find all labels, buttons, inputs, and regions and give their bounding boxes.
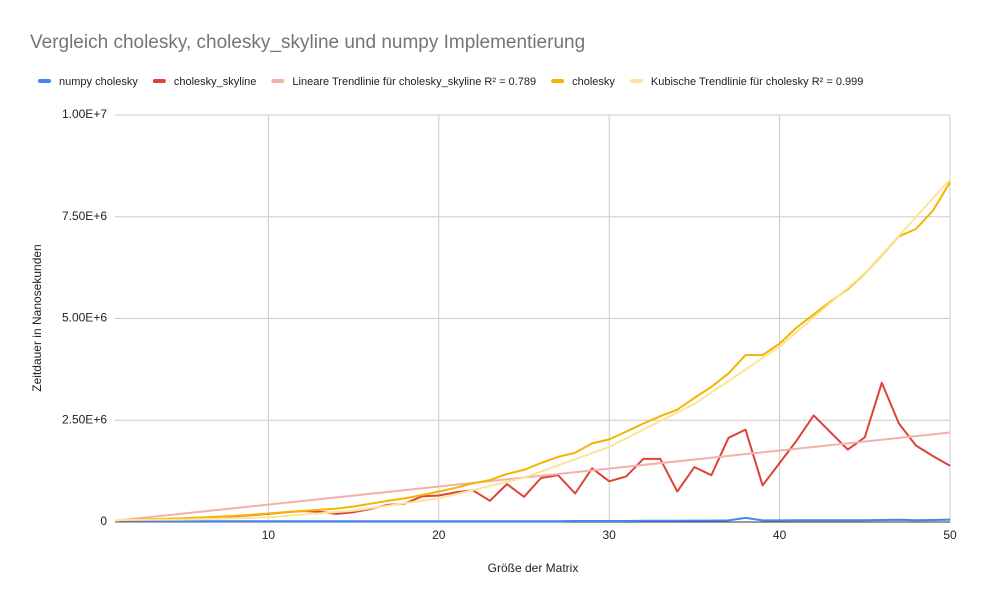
legend-label: cholesky [572, 76, 615, 88]
x-axis-title: Größe der Matrix [488, 561, 579, 575]
y-tick-label: 1.00E+7 [62, 107, 107, 121]
x-tick-label: 20 [432, 528, 446, 542]
series-line [114, 381, 951, 522]
x-tick-label: 50 [943, 528, 957, 542]
legend-label: Lineare Trendlinie für cholesky_skyline … [292, 76, 536, 88]
x-tick-label: 40 [773, 528, 787, 542]
y-tick-label: 7.50E+6 [62, 209, 107, 223]
x-tick-label: 30 [603, 528, 617, 542]
y-tick-label: 2.50E+6 [62, 412, 107, 426]
series-line [114, 181, 951, 521]
legend-swatch [551, 79, 565, 83]
legend-swatch [629, 79, 643, 83]
legend-label: numpy cholesky [59, 76, 138, 88]
legend-swatch [38, 79, 51, 83]
chart-title: Vergleich cholesky, cholesky_skyline und… [30, 32, 585, 53]
series-line [114, 178, 951, 521]
series-line [114, 431, 951, 522]
y-axis-title: Zeitdauer in Nanosekunden [30, 244, 44, 391]
legend-label: cholesky_skyline [174, 76, 257, 88]
x-tick-label: 10 [262, 528, 276, 542]
y-tick-label: 0 [100, 514, 107, 528]
y-tick-label: 5.00E+6 [62, 311, 107, 325]
legend-swatch [271, 79, 285, 83]
legend-swatch [152, 79, 166, 83]
series-line [115, 516, 951, 523]
legend-label: Kubische Trendlinie für cholesky R² = 0.… [651, 76, 863, 88]
